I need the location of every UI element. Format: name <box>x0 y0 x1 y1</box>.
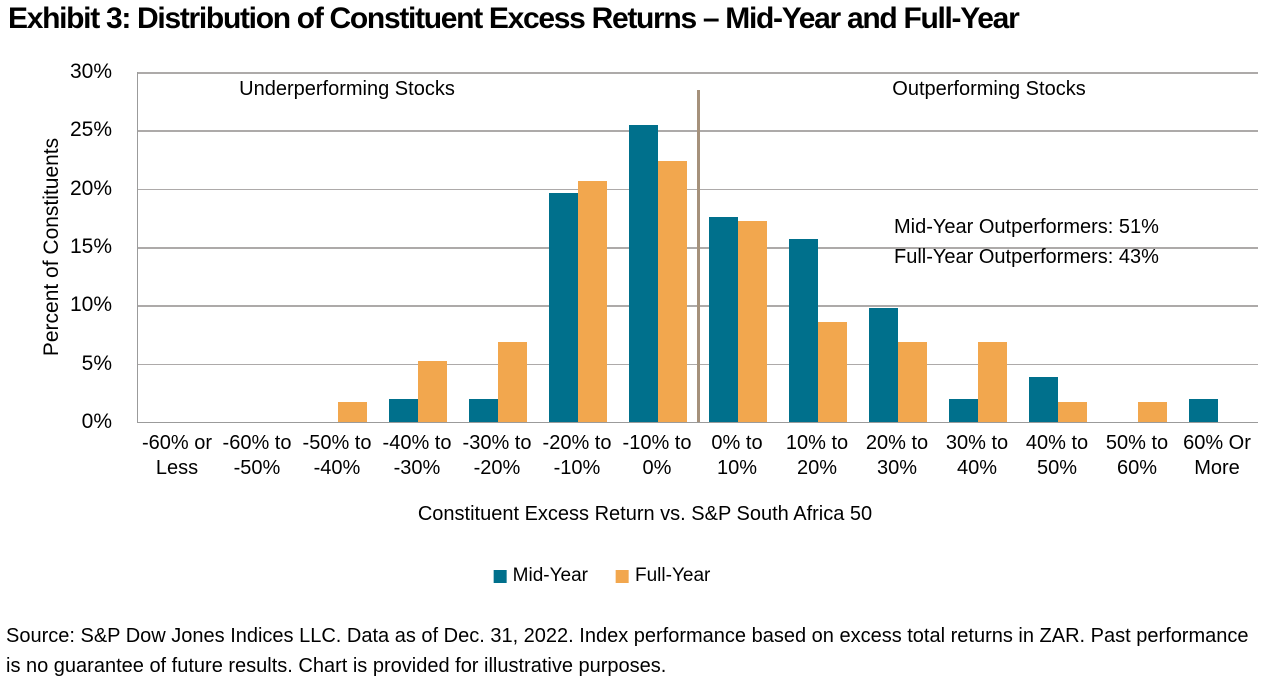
bar-mid-year <box>869 307 898 422</box>
bar-mid-year <box>469 398 498 422</box>
bar-mid-year <box>1189 398 1218 422</box>
bar-mid-year <box>789 238 818 422</box>
y-tick-label: 20% <box>69 176 112 200</box>
legend-swatch-icon <box>493 569 507 583</box>
y-tick-label: 15% <box>69 235 112 258</box>
bar-mid-year <box>389 398 418 422</box>
legend-item-mid-year: Mid-Year <box>493 565 588 587</box>
y-tick-label: 5% <box>81 351 112 375</box>
x-tick-label: -40% to -30% <box>382 432 452 479</box>
bar-mid-year <box>1029 376 1058 422</box>
bar-full-year <box>338 402 367 422</box>
legend-swatch-icon <box>616 569 629 583</box>
x-tick-label: 40% to 50% <box>1025 432 1089 479</box>
x-tick-label: -60% to -50% <box>222 432 292 479</box>
outperforming-label: Outperforming Stocks <box>892 78 1086 100</box>
category-slot <box>618 72 698 422</box>
bar-full-year <box>1138 402 1167 422</box>
bar-full-year <box>1058 402 1087 422</box>
category-slot <box>1098 72 1178 422</box>
y-tick-label: 10% <box>69 293 112 317</box>
legend: Mid-Year Full-Year <box>493 565 710 587</box>
category-slot <box>698 72 778 422</box>
bar-full-year <box>498 341 527 422</box>
category-slot <box>938 72 1018 422</box>
x-tick-label: -60% or Less <box>141 432 213 479</box>
category-slot <box>218 72 298 422</box>
bar-full-year <box>978 341 1007 422</box>
x-axis-title: Constituent Excess Return vs. S&P South … <box>417 503 873 525</box>
x-tick-label: -10% to 0% <box>622 432 692 479</box>
y-axis-ticks: 0% 5% 10% 15% 20% 25% 30% <box>26 60 112 433</box>
zero-divider-line <box>696 90 700 422</box>
bar-full-year <box>898 341 927 422</box>
underperforming-label: Underperforming Stocks <box>239 78 455 100</box>
x-axis-labels: -60% or Less -60% to -50% -50% to -40% -40%… <box>137 431 1257 481</box>
category-slot <box>138 72 218 422</box>
category-slot <box>458 72 538 422</box>
x-tick-label: -50% to -40% <box>302 432 372 479</box>
category-slot <box>538 72 618 422</box>
bar-full-year <box>738 221 767 422</box>
full-year-outperformers-note: Full-Year Outperformers: 43% <box>894 246 1159 268</box>
bar-mid-year <box>709 216 738 422</box>
x-tick-label: -20% to -10% <box>542 432 612 479</box>
x-tick-label: 50% to 60% <box>1105 432 1169 479</box>
gridline <box>138 72 1258 74</box>
chart-title: Exhibit 3: Distribution of Constituent E… <box>8 2 1020 35</box>
category-slot <box>1178 72 1258 422</box>
plot-area: Underperforming Stocks Outperforming Sto… <box>137 72 1258 423</box>
bar-full-year <box>418 361 447 422</box>
bar-mid-year <box>549 193 578 422</box>
x-tick-label: 10% to 20% <box>785 432 849 479</box>
bar-full-year <box>818 321 847 422</box>
bar-full-year <box>578 180 607 422</box>
bars-row <box>138 72 1258 422</box>
x-tick-label: 20% to 30% <box>865 432 929 479</box>
legend-label: Mid-Year <box>512 565 588 586</box>
category-slot <box>298 72 378 422</box>
bar-mid-year <box>949 398 978 422</box>
y-tick-label: 0% <box>81 410 112 433</box>
category-slot <box>378 72 458 422</box>
category-slot <box>858 72 938 422</box>
x-tick-label: 30% to 40% <box>945 432 1009 479</box>
category-slot <box>1018 72 1098 422</box>
source-text: Source: S&P Dow Jones Indices LLC. Data … <box>6 625 1249 677</box>
mid-year-outperformers-note: Mid-Year Outperformers: 51% <box>894 216 1159 238</box>
y-tick-label: 30% <box>69 60 112 83</box>
category-slot <box>778 72 858 422</box>
x-tick-label: 60% Or More <box>1183 432 1251 479</box>
y-tick-label: 25% <box>69 118 112 142</box>
bar-mid-year <box>629 124 658 422</box>
legend-label: Full-Year <box>635 565 711 586</box>
legend-item-full-year: Full-Year <box>616 565 710 587</box>
x-tick-label: 0% to 10% <box>711 432 763 479</box>
x-tick-label: -30% to -20% <box>462 432 532 479</box>
bar-full-year <box>658 160 687 422</box>
